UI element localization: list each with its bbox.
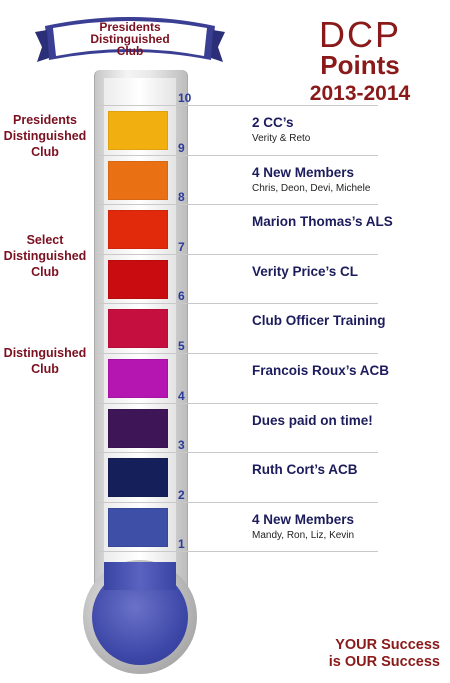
segment-sublabel: Chris, Deon, Devi, Michele <box>252 183 371 194</box>
segment-label: Francois Roux’s ACB <box>252 363 390 378</box>
side-label-line: Distinguished <box>3 346 87 360</box>
segment-bar <box>108 111 168 150</box>
segment-description: Club Officer Training <box>252 313 386 328</box>
tick-label: 1 <box>178 537 185 551</box>
segment-bar <box>108 508 168 547</box>
segment-label: 4 New Members <box>252 512 355 527</box>
banner-text: Presidents Distinguished Club <box>55 21 205 57</box>
segment-sublabel: Verity & Reto <box>252 133 311 144</box>
banner-line2: Distinguished <box>90 32 170 46</box>
tick-label: 4 <box>178 389 185 403</box>
side-label-line: Club <box>31 362 59 376</box>
segment-label: 4 New Members <box>252 165 355 180</box>
segment-description: Verity Price’s CL <box>252 264 358 279</box>
segment-sublabel: Mandy, Ron, Liz, Kevin <box>252 530 355 541</box>
tick-label: 8 <box>178 190 185 204</box>
banner-line1: Presidents <box>99 20 161 34</box>
segment-description: 4 New Members Chris, Deon, Devi, Michele <box>252 165 370 194</box>
segment-description: 4 New Members Mandy, Ron, Liz, Kevin <box>252 512 354 541</box>
footer-line2: is OUR Success <box>328 654 440 670</box>
title-year: 2013-2014 <box>309 82 411 105</box>
side-label-line: Select <box>26 233 64 247</box>
segment-label: Ruth Cort’s ACB <box>252 462 358 477</box>
segment-description: Francois Roux’s ACB <box>252 363 389 378</box>
tick-label: 2 <box>178 488 185 502</box>
segment-description: Dues paid on time! <box>252 413 373 428</box>
gridline <box>98 403 378 404</box>
gridline <box>98 254 378 255</box>
banner-line3: Club <box>116 44 144 58</box>
segment-label: 2 CC’s <box>252 115 294 130</box>
segment-bar <box>108 260 168 299</box>
segment-bar <box>108 210 168 249</box>
segment-bar <box>108 309 168 348</box>
segment-label: Club Officer Training <box>252 313 386 328</box>
segment-bar <box>108 458 168 497</box>
tick-label: 5 <box>178 339 185 353</box>
gridline <box>98 105 378 106</box>
tick-label: 10 <box>178 91 192 105</box>
side-label-line: Distinguished <box>3 249 87 263</box>
segment-label: Verity Price’s CL <box>252 264 359 279</box>
segment-description: Ruth Cort’s ACB <box>252 462 358 477</box>
gridline <box>98 551 378 552</box>
gridline <box>98 502 378 503</box>
segment-description: Marion Thomas’s ALS <box>252 214 393 229</box>
gridline <box>98 353 378 354</box>
side-label-line: Club <box>31 265 59 279</box>
gridline <box>98 155 378 156</box>
tick-label: 3 <box>178 438 185 452</box>
footer-slogan: YOUR Success is OUR Success <box>288 637 440 671</box>
segment-description: 2 CC’s Verity & Reto <box>252 115 310 144</box>
segment-bar <box>108 409 168 448</box>
footer-line1: YOUR Success <box>335 637 440 653</box>
thermometer-bulb-neck <box>104 562 176 590</box>
title-dcp: DCP <box>318 14 401 55</box>
segment-bar <box>108 359 168 398</box>
side-label-line: Presidents <box>13 113 77 127</box>
side-label-presidents: Presidents Distinguished Club <box>0 112 90 160</box>
side-label-line: Club <box>31 145 59 159</box>
title-points: Points <box>320 50 400 80</box>
tick-label: 9 <box>178 141 185 155</box>
side-label-distinguished: Distinguished Club <box>0 345 90 377</box>
side-label-line: Distinguished <box>3 129 87 143</box>
segment-label: Marion Thomas’s ALS <box>252 214 393 229</box>
segment-bar <box>108 161 168 200</box>
gridline <box>98 303 378 304</box>
gridline <box>98 204 378 205</box>
tick-label: 7 <box>178 240 185 254</box>
banner-ribbon <box>35 17 225 62</box>
segment-label: Dues paid on time! <box>252 413 373 428</box>
gridline <box>98 452 378 453</box>
side-label-select: Select Distinguished Club <box>0 232 90 280</box>
tick-label: 6 <box>178 289 185 303</box>
